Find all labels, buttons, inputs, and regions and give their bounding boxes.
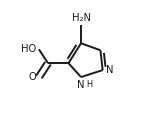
Text: N: N (77, 80, 85, 90)
Text: O: O (29, 72, 37, 82)
Text: H: H (86, 80, 92, 89)
Text: H₂N: H₂N (72, 13, 91, 23)
Text: N: N (106, 65, 113, 75)
Text: HO: HO (21, 44, 37, 54)
